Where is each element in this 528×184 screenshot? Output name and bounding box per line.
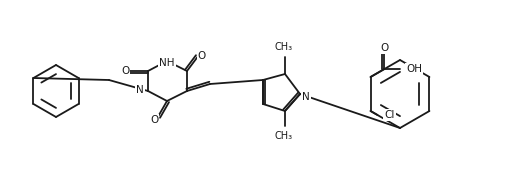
Text: N: N	[136, 85, 144, 95]
Text: N: N	[302, 92, 310, 102]
Text: O: O	[380, 43, 389, 53]
Text: OH: OH	[407, 64, 422, 74]
Text: CH₃: CH₃	[275, 42, 293, 52]
Text: NH: NH	[159, 58, 175, 68]
Text: O: O	[121, 66, 129, 76]
Text: O: O	[150, 115, 158, 125]
Text: Cl: Cl	[384, 110, 395, 120]
Text: CH₃: CH₃	[275, 131, 293, 141]
Text: O: O	[197, 51, 206, 61]
